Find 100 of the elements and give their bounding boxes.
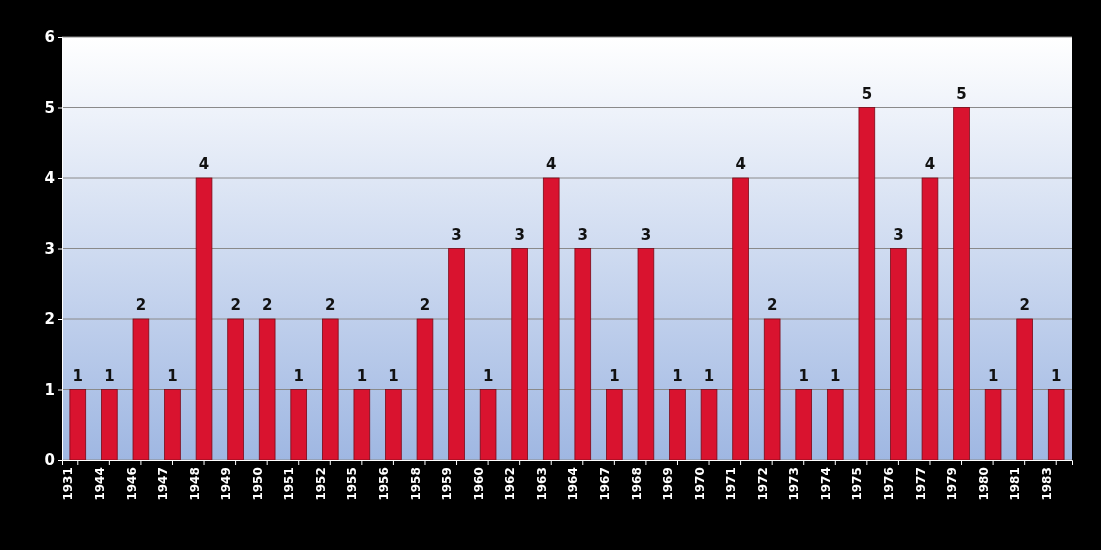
bar [637, 248, 655, 461]
x-tick-label: 1968 [629, 467, 644, 501]
data-label: 1 [987, 366, 999, 385]
x-tick-label: 1964 [566, 467, 581, 501]
data-label: 1 [388, 366, 399, 385]
x-tick-label: 1974 [818, 467, 833, 501]
x-tick-label: 1947 [156, 467, 171, 501]
y-tick-label: 5 [44, 98, 55, 117]
data-label: 4 [924, 155, 936, 173]
data-label: 2 [325, 296, 336, 314]
data-label: 1 [293, 366, 304, 385]
bar [826, 389, 844, 461]
data-label: 1 [104, 366, 115, 385]
bar [795, 389, 813, 461]
x-tick-label: 1950 [250, 467, 265, 501]
x-tick-label: 1972 [755, 467, 770, 501]
x-tick-label: 1979 [945, 467, 960, 501]
data-label: 1 [482, 366, 494, 385]
bar [606, 389, 623, 461]
x-tick-label: 1949 [219, 467, 234, 501]
y-tick-label: 2 [44, 310, 55, 329]
x-tick-label: 1980 [976, 467, 991, 501]
bar [984, 389, 1002, 461]
bar [416, 318, 434, 461]
x-tick-label: 1956 [377, 467, 392, 501]
bar [258, 318, 276, 461]
x-tick-label: 1958 [408, 467, 423, 501]
data-label: 1 [1051, 366, 1062, 385]
x-tick-label: 1977 [913, 467, 928, 501]
y-tick-label: 6 [44, 28, 55, 47]
data-label: 1 [72, 366, 83, 385]
bar [890, 248, 907, 461]
x-tick-label: 1970 [692, 467, 707, 501]
data-label: 1 [703, 366, 715, 385]
y-tick-label: 1 [44, 380, 55, 399]
bar [953, 107, 970, 461]
y-tick-label: 4 [44, 169, 55, 188]
data-label: 2 [135, 296, 147, 314]
bar [542, 177, 560, 461]
data-label: 4 [546, 155, 557, 173]
x-tick-label: 1967 [597, 467, 612, 501]
data-label: 2 [419, 296, 431, 314]
bar [101, 389, 118, 461]
data-label: 2 [261, 296, 273, 314]
x-tick-label: 1975 [850, 467, 865, 501]
data-label: 2 [766, 296, 778, 314]
data-label: 1 [167, 366, 178, 385]
bar [511, 248, 528, 461]
x-tick-label: 1973 [787, 467, 802, 501]
bar [290, 389, 308, 461]
data-label: 3 [577, 225, 588, 244]
data-label: 5 [861, 84, 873, 103]
bar [321, 318, 339, 461]
x-tick-label: 1960 [471, 467, 486, 501]
bar [448, 248, 465, 461]
x-tick-label: 1971 [724, 467, 739, 501]
bar [479, 389, 497, 461]
x-tick-label: 1962 [503, 467, 518, 501]
x-tick-label: 1983 [1039, 467, 1054, 501]
bar [195, 177, 213, 461]
bar [858, 107, 876, 461]
bar [700, 389, 718, 461]
bar [921, 177, 939, 461]
data-label: 1 [356, 366, 368, 385]
bar [69, 389, 87, 461]
data-label: 5 [956, 84, 967, 103]
data-label: 1 [830, 366, 841, 385]
x-tick-label: 1948 [187, 467, 202, 501]
data-label: 1 [672, 366, 683, 385]
bar [1016, 318, 1033, 461]
data-label: 2 [230, 296, 241, 314]
x-tick-label: 1952 [313, 467, 328, 501]
x-tick-label: 1981 [1008, 467, 1023, 501]
data-label: 2 [1019, 296, 1030, 314]
x-tick-label: 1959 [440, 467, 455, 501]
bar [669, 389, 686, 461]
bar [353, 389, 371, 461]
x-tick-label: 1931 [61, 467, 76, 501]
x-tick-label: 1963 [534, 467, 549, 501]
bar [164, 389, 181, 461]
data-label: 3 [893, 225, 904, 244]
x-tick-label: 1976 [882, 467, 897, 501]
data-label: 3 [451, 225, 462, 244]
x-tick-label: 1969 [661, 467, 676, 501]
bar [385, 389, 402, 461]
bar [1047, 389, 1065, 461]
x-tick-label: 1946 [124, 467, 139, 501]
bar [574, 248, 592, 461]
bar [132, 318, 150, 461]
bar [732, 177, 749, 461]
data-label: 4 [198, 155, 210, 173]
data-label: 3 [514, 225, 525, 244]
data-label: 1 [798, 366, 809, 385]
data-label: 3 [640, 225, 652, 244]
bar [763, 318, 781, 461]
x-tick-label: 1951 [282, 467, 297, 501]
data-label: 1 [609, 366, 620, 385]
y-tick-label: 0 [44, 451, 55, 470]
y-tick-label: 3 [44, 239, 55, 258]
x-tick-label: 1944 [92, 467, 107, 501]
